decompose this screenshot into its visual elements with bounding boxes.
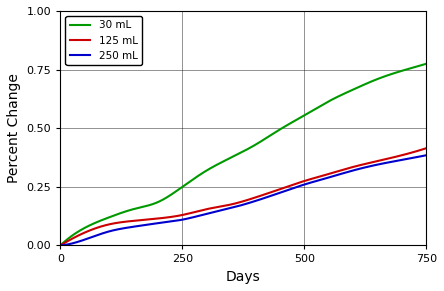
250 mL: [58, 244, 63, 247]
30 mL: [76, 229, 82, 233]
250 mL: [226, 207, 231, 210]
250 mL: [236, 204, 241, 208]
X-axis label: Days: Days: [226, 270, 261, 284]
30 mL: [226, 157, 231, 161]
125 mL: [226, 203, 231, 207]
125 mL: [346, 166, 351, 170]
30 mL: [413, 65, 419, 68]
125 mL: [424, 146, 429, 150]
125 mL: [413, 150, 419, 153]
250 mL: [424, 153, 429, 157]
30 mL: [58, 244, 63, 247]
125 mL: [413, 150, 418, 153]
Y-axis label: Percent Change: Percent Change: [7, 73, 21, 183]
125 mL: [76, 233, 82, 237]
250 mL: [346, 170, 351, 173]
30 mL: [413, 65, 418, 69]
250 mL: [413, 156, 418, 159]
125 mL: [58, 244, 63, 247]
30 mL: [236, 152, 241, 156]
125 mL: [236, 201, 241, 204]
Legend: 30 mL, 125 mL, 250 mL: 30 mL, 125 mL, 250 mL: [65, 16, 142, 65]
Line: 250 mL: 250 mL: [60, 155, 427, 246]
30 mL: [424, 62, 429, 65]
250 mL: [413, 156, 419, 159]
30 mL: [346, 90, 351, 93]
Line: 125 mL: 125 mL: [60, 148, 427, 246]
250 mL: [76, 240, 82, 243]
Line: 30 mL: 30 mL: [60, 64, 427, 246]
